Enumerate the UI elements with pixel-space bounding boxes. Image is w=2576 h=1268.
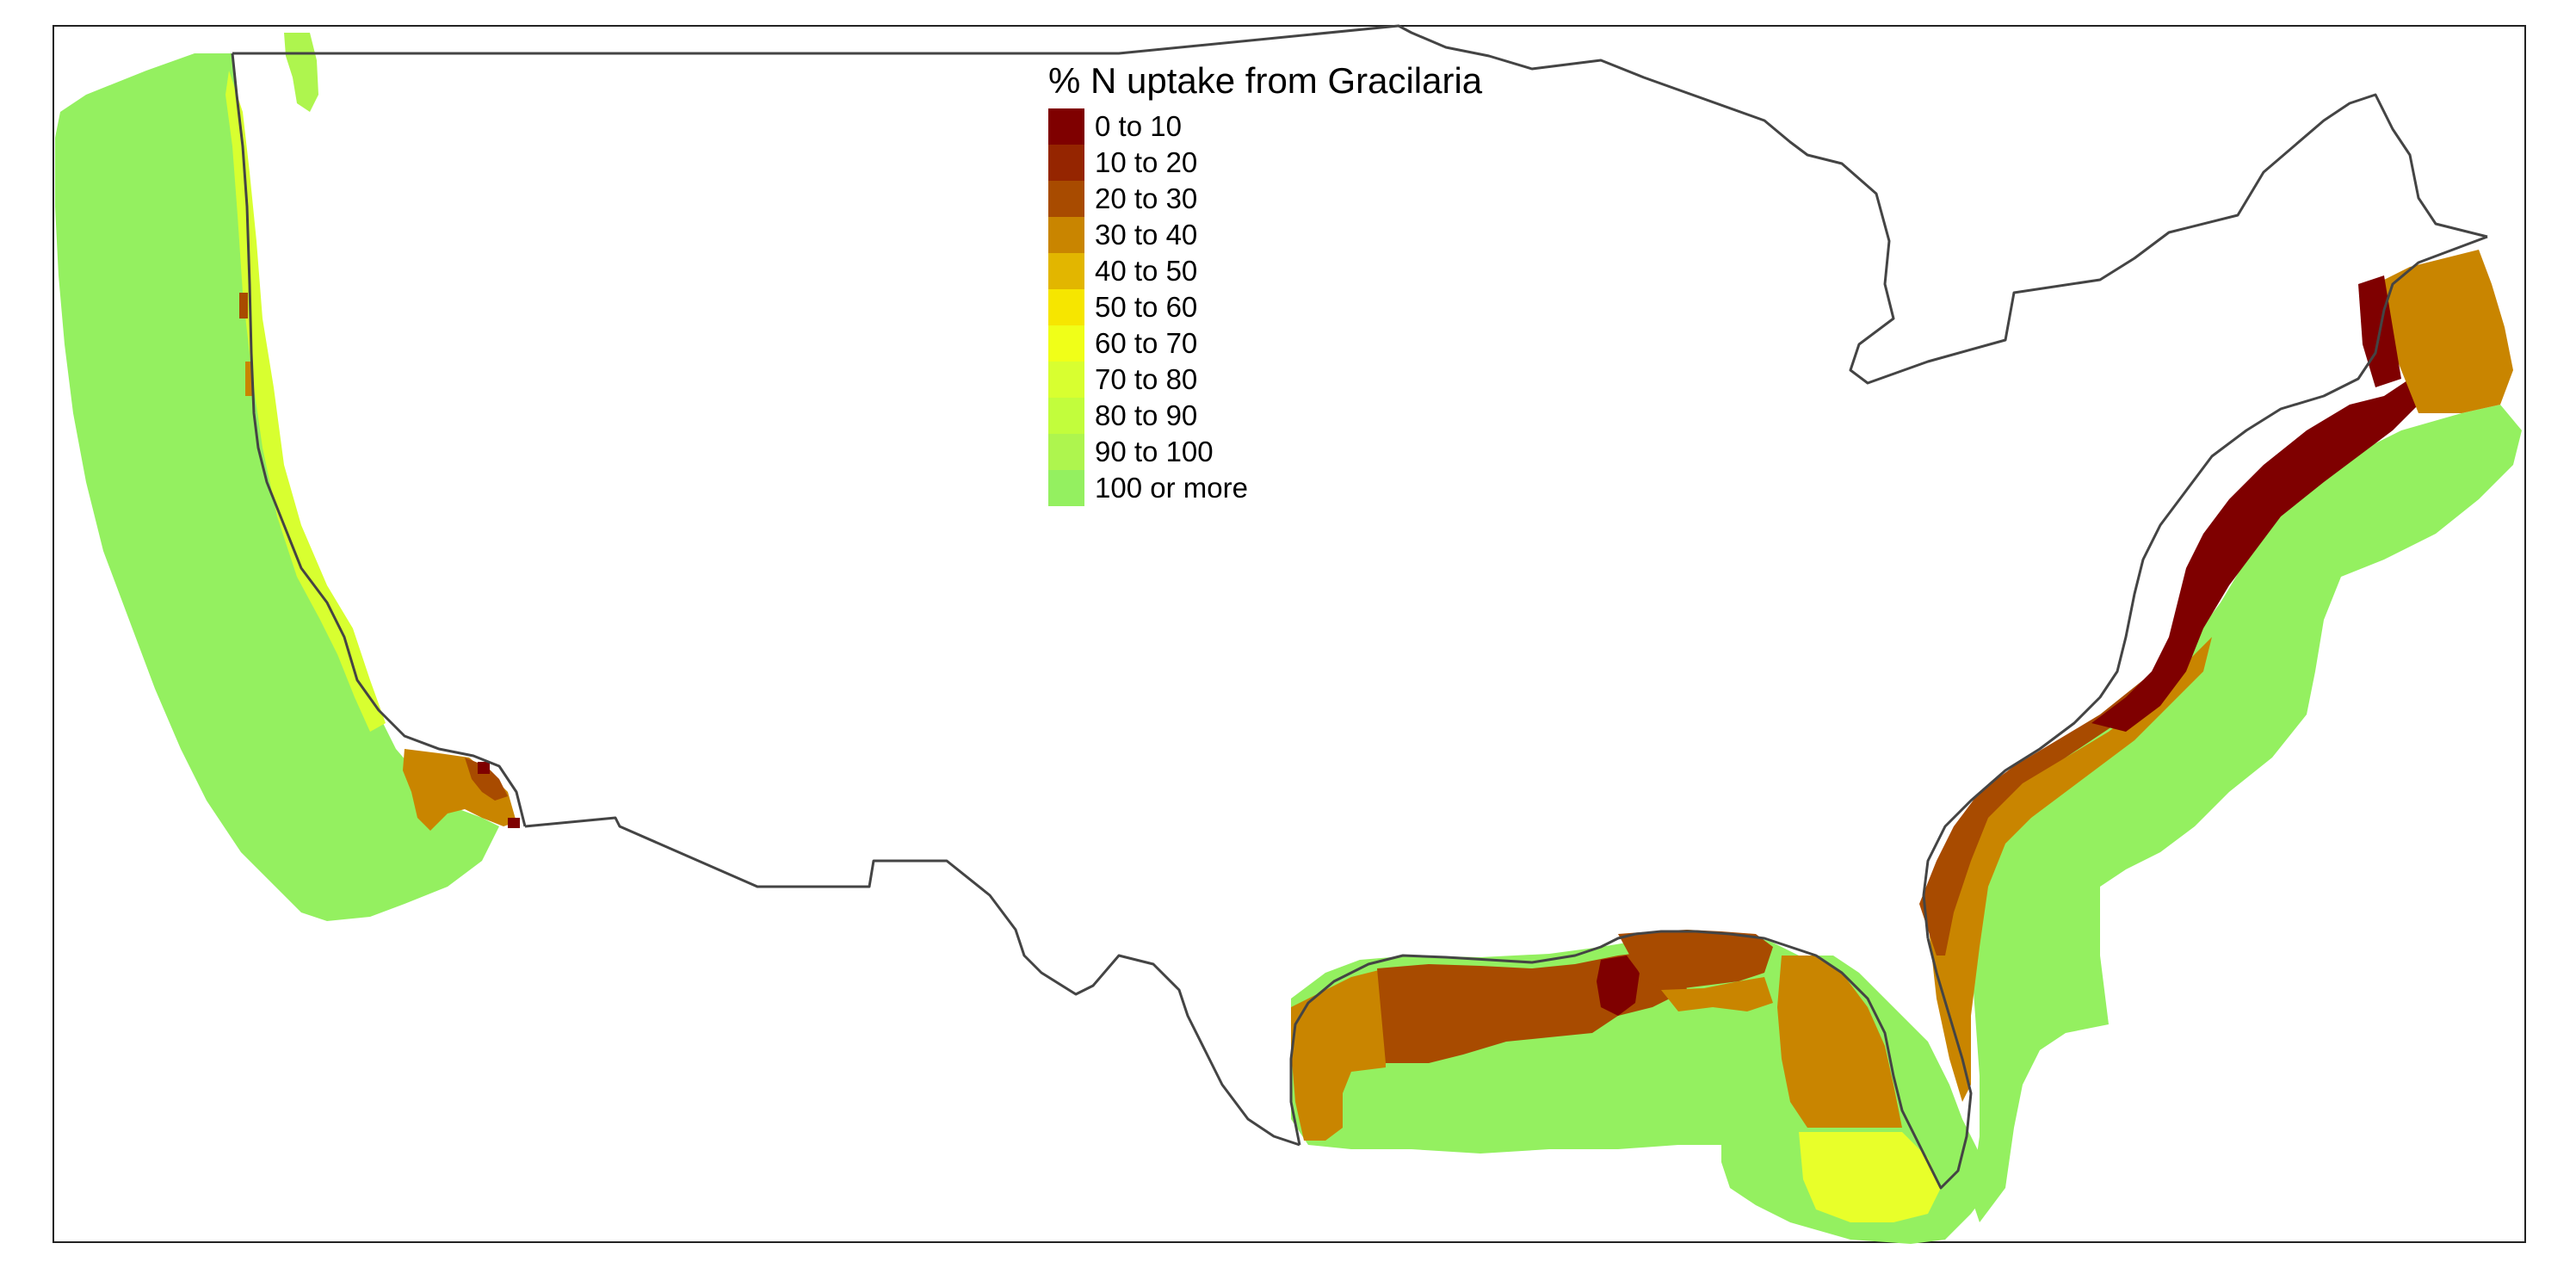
legend-swatch — [1048, 145, 1084, 181]
legend-swatch — [1048, 398, 1084, 434]
florida-keys-yellow — [1799, 1132, 1941, 1222]
map-frame-border — [53, 25, 2526, 1243]
gulf-region — [1291, 930, 1997, 1244]
socal-bight-darker — [465, 758, 508, 801]
panhandle-orange — [1661, 977, 1773, 1011]
mid-atlantic-red — [2091, 379, 2418, 732]
legend-swatch — [1048, 470, 1084, 506]
legend-swatch — [1048, 217, 1084, 253]
legend-item: 10 to 20 — [1048, 145, 1530, 181]
legend-label: 70 to 80 — [1095, 363, 1198, 395]
legend-item: 0 to 10 — [1048, 108, 1530, 145]
west-coastline — [231, 53, 527, 827]
texas-shelf-orange — [1291, 968, 1386, 1141]
legend-item: 70 to 80 — [1048, 362, 1530, 398]
legend-label: 50 to 60 — [1095, 291, 1198, 323]
legend-swatch — [1048, 253, 1084, 289]
legend-label: 30 to 40 — [1095, 219, 1198, 251]
west-florida-shelf — [1777, 956, 1902, 1128]
panhandle-shelf — [1618, 930, 1773, 990]
legend-swatch — [1048, 434, 1084, 470]
legend-label: 0 to 10 — [1095, 110, 1182, 142]
gulf-of-maine-orange — [2375, 250, 2513, 413]
east-coastline — [1922, 235, 2488, 939]
legend-item: 80 to 90 — [1048, 398, 1530, 434]
legend-label: 20 to 30 — [1095, 182, 1198, 214]
socal-bight-hotspots — [403, 749, 516, 831]
canada-border-line — [232, 24, 2488, 385]
west-red-cell-2 — [245, 362, 252, 396]
legend-item: 20 to 30 — [1048, 181, 1530, 217]
map-legend: % N uptake from Gracilaria 0 to 10 10 to … — [1048, 59, 1530, 506]
west-red-cell-1 — [239, 293, 248, 319]
southeast-shelf-orange — [1928, 637, 2212, 1102]
legend-swatch — [1048, 325, 1084, 362]
gulf-coastline — [1289, 930, 1973, 1190]
legend-swatch — [1048, 108, 1084, 145]
socal-red-cell-2 — [508, 818, 520, 828]
east-coast-offshore-band — [1971, 405, 2522, 1222]
political-borders — [231, 24, 2488, 1190]
legend-swatch — [1048, 289, 1084, 325]
legend-swatch — [1048, 181, 1084, 217]
legend-item: 50 to 60 — [1048, 289, 1530, 325]
legend-item: 30 to 40 — [1048, 217, 1530, 253]
legend-label: 60 to 70 — [1095, 327, 1198, 359]
legend-label: 10 to 20 — [1095, 146, 1198, 178]
mississippi-delta-red — [1597, 956, 1640, 1016]
east-coast-region — [1919, 250, 2522, 1222]
legend-items: 0 to 10 10 to 20 20 to 30 30 to 40 40 to 50 5… — [1048, 108, 1530, 506]
legend-item: 90 to 100 — [1048, 434, 1530, 470]
legend-item: 100 or more — [1048, 470, 1530, 506]
legend-label: 100 or more — [1095, 472, 1248, 504]
legend-swatch — [1048, 362, 1084, 398]
mexico-border-line — [524, 816, 1300, 1147]
legend-title: % N uptake from Gracilaria — [1048, 60, 1483, 101]
legend-label: 80 to 90 — [1095, 399, 1198, 431]
legend-item: 60 to 70 — [1048, 325, 1530, 362]
socal-red-cell-1 — [478, 762, 490, 774]
legend-label: 40 to 50 — [1095, 255, 1198, 287]
legend-item: 40 to 50 — [1048, 253, 1530, 289]
legend-label: 90 to 100 — [1095, 436, 1214, 467]
